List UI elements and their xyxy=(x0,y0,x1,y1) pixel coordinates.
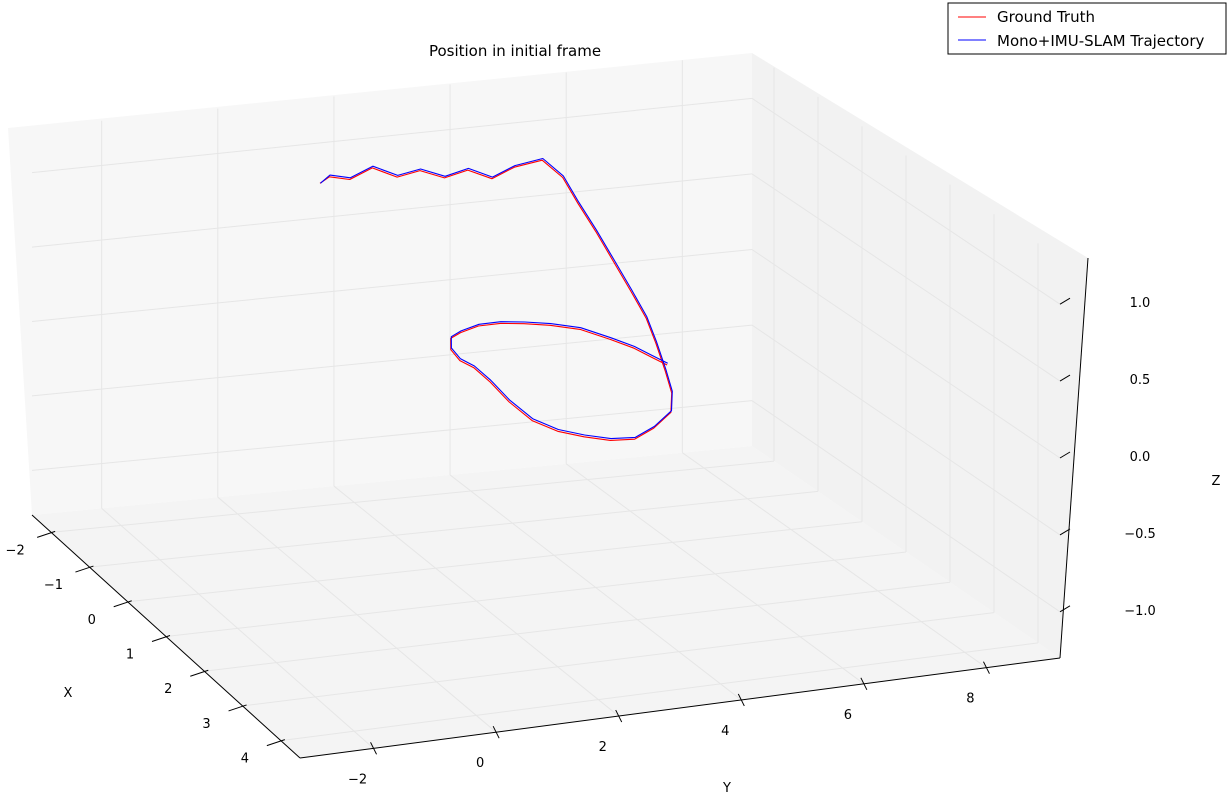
z-tick-label: 0.0 xyxy=(1130,450,1151,465)
y-tick xyxy=(615,709,623,723)
y-gridline-floor xyxy=(682,452,987,669)
x-gridline-floor xyxy=(127,521,863,603)
y-tick-label: 2 xyxy=(599,740,607,755)
z-gridline-back xyxy=(751,249,1061,459)
right-wall-pane xyxy=(752,53,1088,658)
z-axis-label: Z xyxy=(1212,474,1221,489)
legend-label-ground-truth: Ground Truth xyxy=(997,8,1095,26)
axis-ticks: −2 −1 0 1 2 3 4 −2 0 2 4 6 8 −1.0 −0.5 0.0 0.5 1.0 xyxy=(6,296,1156,787)
x-gridline-floor xyxy=(280,642,1039,742)
z-gridline-back xyxy=(751,400,1061,613)
y-tick xyxy=(492,725,500,739)
y-axis-line xyxy=(299,657,1061,759)
x-tick-label: 2 xyxy=(164,682,172,697)
z-tick xyxy=(1059,374,1071,382)
y-tick xyxy=(737,693,745,707)
x-gridline-floor xyxy=(165,551,907,637)
z-tick xyxy=(1059,528,1071,536)
y-tick-label: 0 xyxy=(476,756,484,771)
z-tick-label: −1.0 xyxy=(1124,604,1156,619)
z-gridline-left xyxy=(31,400,753,471)
x-tick-label: 1 xyxy=(126,648,134,663)
x-gridline-floor xyxy=(89,490,819,568)
y-gridline-floor xyxy=(333,485,620,717)
x-tick xyxy=(151,635,171,642)
y-gridline-floor xyxy=(101,507,374,749)
left-wall-pane xyxy=(8,53,752,515)
x-tick xyxy=(113,600,132,608)
ground-truth-line xyxy=(319,159,673,441)
x-tick-label: −2 xyxy=(6,543,25,558)
x-tick xyxy=(228,704,247,712)
x-tick xyxy=(190,669,209,677)
z-tick xyxy=(1059,605,1071,613)
x-gridline-floor xyxy=(242,612,995,707)
y-gridline-floor xyxy=(565,463,865,685)
x-axis-label: X xyxy=(64,686,73,701)
x-tick-label: 3 xyxy=(202,717,210,732)
y-tick-label: 8 xyxy=(966,692,974,707)
y-tick xyxy=(860,677,868,691)
x-tick-label: 0 xyxy=(88,613,96,628)
y-tick xyxy=(370,742,377,755)
legend-box xyxy=(947,2,1227,55)
x-gridline-floor xyxy=(51,460,775,533)
z-gridline-left xyxy=(31,173,753,248)
z-gridline-left xyxy=(31,249,753,322)
y-tick-label: −2 xyxy=(348,772,367,787)
y-axis-label: Y xyxy=(722,781,731,796)
gridlines xyxy=(31,60,1061,749)
x-tick xyxy=(75,565,94,573)
z-tick xyxy=(1059,451,1071,459)
y-tick-label: 6 xyxy=(844,708,852,723)
y-gridline-floor xyxy=(217,496,497,733)
y-gridline-floor xyxy=(449,474,742,701)
z-tick-label: −0.5 xyxy=(1124,527,1156,542)
legend: Ground Truth Mono+IMU-SLAM Trajectory xyxy=(947,2,1227,55)
x-tick xyxy=(36,530,56,538)
z-tick-label: 0.5 xyxy=(1130,373,1151,388)
z-axis-line xyxy=(1059,257,1089,659)
x-tick-label: −1 xyxy=(44,578,63,593)
chart-title: Position in initial frame xyxy=(429,42,601,60)
x-tick xyxy=(266,739,286,747)
z-tick-label: 1.0 xyxy=(1130,296,1151,311)
x-gridline-floor xyxy=(204,581,951,672)
y-tick-label: 4 xyxy=(721,724,729,739)
slam-trajectory-line xyxy=(320,157,673,440)
z-gridline-back xyxy=(751,97,1061,305)
legend-label-slam: Mono+IMU-SLAM Trajectory xyxy=(997,32,1205,50)
x-tick-label: 4 xyxy=(241,752,249,767)
z-tick xyxy=(1059,297,1071,305)
y-tick xyxy=(983,661,990,674)
floor-pane xyxy=(32,446,1060,758)
trajectory-lines xyxy=(319,157,673,441)
z-gridline-back xyxy=(751,173,1061,382)
z-gridline-left xyxy=(31,97,753,174)
z-gridline-left xyxy=(31,324,753,397)
z-gridline-back xyxy=(751,324,1061,536)
